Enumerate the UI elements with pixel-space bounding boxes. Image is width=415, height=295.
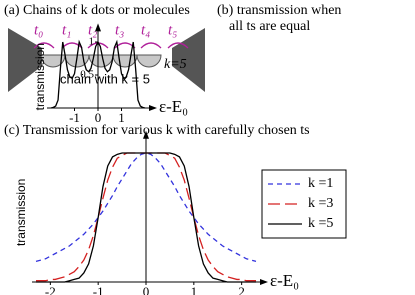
legend-label: k =1 <box>308 176 333 191</box>
legend-label: k =5 <box>308 216 333 231</box>
x-tick-label: 0 <box>143 284 150 295</box>
y-axis-arrow <box>143 130 149 139</box>
y-axis-label: transmission <box>14 179 28 246</box>
chart-title: all ts are equal <box>229 19 310 34</box>
x-axis-arrow <box>260 279 268 285</box>
hopping-label: t₅ <box>168 22 177 38</box>
hopping-label: t₂ <box>88 22 97 38</box>
hopping-label: t₁ <box>62 22 71 38</box>
line-series <box>36 152 256 283</box>
x-tick-label: 2 <box>238 284 245 295</box>
hopping-label: t₀ <box>34 22 43 38</box>
hopping-arrow <box>33 42 55 49</box>
chain-caption: chain with k = 5 <box>60 71 150 86</box>
y-axis-label: transmission <box>33 43 47 110</box>
hopping-label: t₃ <box>115 22 124 38</box>
dot <box>136 54 162 68</box>
x-axis-arrow <box>149 105 157 111</box>
dots <box>40 54 162 68</box>
y-tick-label: 0.5 <box>80 69 94 81</box>
legend-label: k =3 <box>308 196 333 211</box>
panel-a-title: (a) Chains of k dots or molecules <box>4 3 190 18</box>
hopping-label: t₄ <box>141 22 150 38</box>
annotation: k=5 <box>164 57 187 72</box>
right-electrode <box>172 28 205 92</box>
x-axis-label: ε-E₀ <box>159 97 188 116</box>
x-tick-label: -1 <box>69 110 80 125</box>
y-axis-arrow <box>95 23 101 32</box>
hopping-arrow <box>140 42 162 49</box>
line-series <box>50 39 146 109</box>
x-tick-label: -1 <box>93 284 104 295</box>
x-tick-label: 0 <box>95 110 102 125</box>
left-electrode <box>8 28 42 92</box>
x-axis-label: ε-E₀ <box>270 271 299 290</box>
dot <box>112 54 138 68</box>
chart-title: (c) Transmission for various k with care… <box>4 123 310 138</box>
x-tick-label: 1 <box>118 110 125 125</box>
y-tick-label: 1 <box>89 36 95 48</box>
x-tick-label: 1 <box>191 284 198 295</box>
hopping-arrow <box>167 42 189 49</box>
x-tick-label: -2 <box>45 284 56 295</box>
chart-title: (b) transmission when <box>217 3 341 18</box>
